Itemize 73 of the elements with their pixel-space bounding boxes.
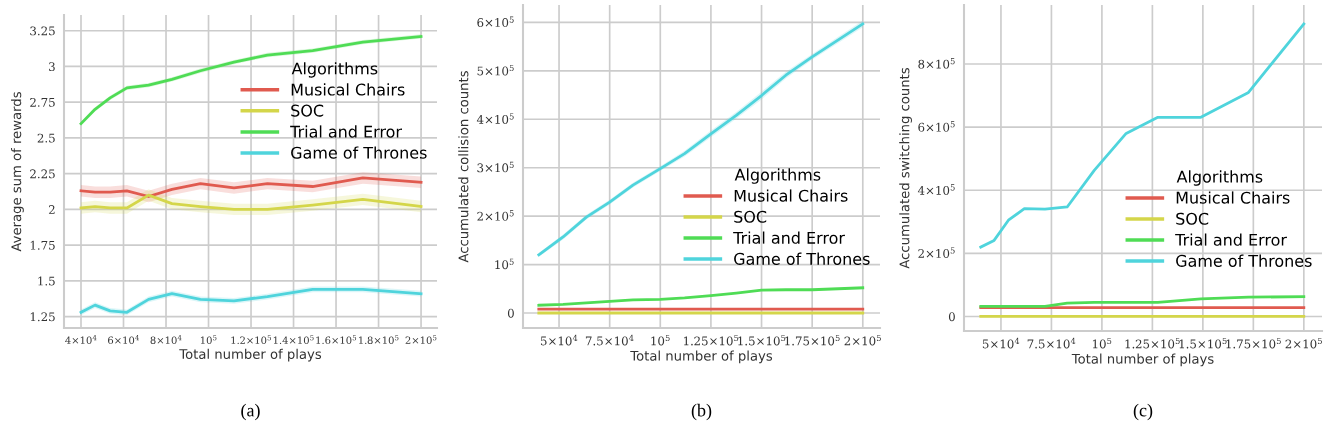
legend-label: Musical Chairs bbox=[734, 189, 848, 202]
line-series bbox=[79, 176, 423, 198]
legend-label: SOC bbox=[1176, 212, 1209, 225]
y-tick-label: 0 bbox=[948, 312, 955, 322]
y-tick-label: 3×10$^{5}$ bbox=[477, 161, 514, 173]
legend-label: Game of Thrones bbox=[1176, 254, 1312, 267]
y-tick-label: 2 bbox=[48, 205, 55, 214]
x-tick-label: 1.75×10$^{5}$ bbox=[1226, 337, 1281, 349]
x-tick-label: 1.4×10$^{5}$ bbox=[273, 335, 314, 345]
x-tick-label: 10$^{5}$ bbox=[200, 335, 217, 345]
legend-title: Algorithms bbox=[734, 168, 821, 184]
legend-label: Game of Thrones bbox=[734, 252, 870, 265]
x-tick-label: 1.25×10$^{5}$ bbox=[1125, 337, 1180, 349]
y-tick-label: 1.25 bbox=[30, 312, 55, 322]
x-tick-label: 5×10$^{4}$ bbox=[982, 337, 1020, 349]
x-tick-label: 4×10$^{4}$ bbox=[65, 335, 97, 344]
y-tick-label: 2×10$^{5}$ bbox=[477, 210, 514, 221]
y-axis-title: Average sum of rewards bbox=[11, 92, 24, 252]
legend-label: Trial and Error bbox=[1175, 233, 1287, 246]
x-axis-title: Total number of plays bbox=[1071, 353, 1214, 367]
legend-label: SOC bbox=[291, 104, 324, 117]
legend-label: Musical Chairs bbox=[1176, 191, 1290, 204]
x-tick-label: 7.5×10$^{4}$ bbox=[1027, 337, 1076, 349]
line-series bbox=[979, 22, 1306, 249]
x-tick-label: 1.8×10$^{5}$ bbox=[359, 335, 399, 345]
legend-label: Trial and Error bbox=[290, 125, 402, 138]
x-tick-label: 10$^{5}$ bbox=[1092, 337, 1112, 349]
legend-label: Game of Thrones bbox=[291, 146, 427, 159]
x-tick-label: 2×10$^{5}$ bbox=[1285, 337, 1322, 349]
y-tick-label: 5×10$^{5}$ bbox=[477, 64, 514, 76]
y-tick-label: 0 bbox=[507, 308, 514, 318]
x-tick-label: 1.75×10$^{5}$ bbox=[785, 334, 840, 346]
y-tick-label: 2×10$^{5}$ bbox=[918, 247, 955, 258]
y-tick-label: 8×10$^{5}$ bbox=[918, 58, 955, 69]
x-tick-label: 7.5×10$^{4}$ bbox=[585, 334, 634, 346]
text: (a) bbox=[241, 403, 260, 421]
y-tick-label: 4×10$^{5}$ bbox=[476, 113, 514, 124]
y-tick-label: 4×10$^{5}$ bbox=[917, 184, 955, 195]
x-tick-label: 1.5×10$^{5}$ bbox=[738, 334, 786, 346]
line-series bbox=[979, 295, 1306, 308]
legend-label: Musical Chairs bbox=[291, 83, 405, 96]
x-tick-label: 1.6×10$^{5}$ bbox=[316, 335, 357, 345]
legend-label: SOC bbox=[734, 210, 767, 223]
y-axis-title: Accumulated switching counts bbox=[899, 67, 912, 269]
x-tick-label: 10$^{5}$ bbox=[651, 334, 670, 346]
y-tick-label: 3.25 bbox=[30, 26, 55, 36]
x-tick-label: 5×10$^{4}$ bbox=[540, 334, 578, 346]
text: (b) bbox=[691, 403, 712, 421]
y-tick-label: 6×10$^{5}$ bbox=[477, 16, 514, 28]
x-tick-label: 2×10$^{5}$ bbox=[844, 334, 881, 346]
line-series bbox=[79, 193, 423, 211]
y-tick-label: 10$^{5}$ bbox=[495, 258, 514, 270]
y-tick-label: 2.75 bbox=[30, 97, 55, 107]
y-tick-label: 1.75 bbox=[30, 240, 55, 250]
x-axis-title: Total number of plays bbox=[179, 348, 322, 362]
y-tick-label: 2.5 bbox=[37, 133, 55, 143]
legend-title: Algorithms bbox=[291, 62, 378, 78]
x-tick-label: 6×10$^{4}$ bbox=[108, 335, 140, 344]
x-tick-label: 8×10$^{4}$ bbox=[150, 335, 182, 344]
x-axis-title: Total number of plays bbox=[630, 350, 773, 364]
x-tick-label: 2×10$^{5}$ bbox=[405, 335, 437, 345]
x-tick-label: 1.2×10$^{5}$ bbox=[231, 335, 271, 345]
y-tick-label: 3 bbox=[49, 62, 55, 72]
legend-label: Trial and Error bbox=[733, 231, 845, 244]
x-tick-label: 1.25×10$^{5}$ bbox=[684, 334, 739, 346]
legend-title: Algorithms bbox=[1176, 170, 1263, 186]
text: (c) bbox=[1133, 403, 1153, 421]
y-tick-label: 1.5 bbox=[38, 276, 55, 286]
y-tick-label: 6×10$^{5}$ bbox=[918, 121, 955, 132]
line-series bbox=[537, 286, 865, 307]
y-tick-label: 2.25 bbox=[30, 169, 55, 179]
y-axis-title: Accumulated collision counts bbox=[458, 71, 469, 263]
x-tick-label: 1.5×10$^{5}$ bbox=[1179, 337, 1227, 349]
